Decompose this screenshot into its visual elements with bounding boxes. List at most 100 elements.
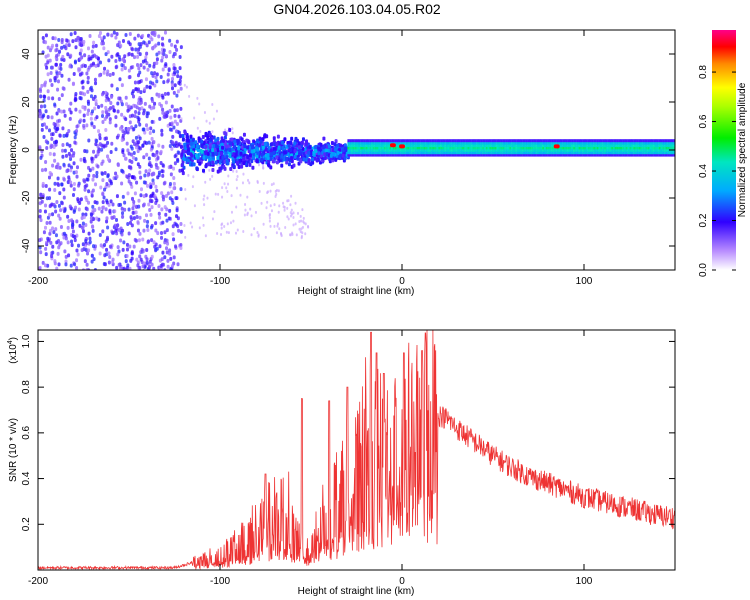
heatmap-cell: [582, 151, 585, 155]
heatmap-cell: [352, 146, 355, 150]
heatmap-cell: [360, 148, 363, 152]
heatmap-cell: [162, 80, 166, 85]
heatmap-cell: [43, 225, 47, 230]
heatmap-cell: [533, 148, 536, 152]
heatmap-cell: [471, 141, 474, 145]
heatmap-cell: [186, 158, 190, 163]
heatmap-cell: [325, 148, 329, 153]
heatmap-cell: [587, 139, 590, 143]
heatmap-cell: [412, 148, 415, 152]
heatmap-cell: [246, 145, 250, 150]
heatmap-cell: [102, 46, 106, 51]
heatmap-cell: [156, 155, 160, 160]
heatmap-cell: [565, 148, 568, 152]
heatmap-cell: [363, 148, 366, 152]
heatmap-cell: [143, 87, 147, 92]
heatmap-cell: [662, 146, 665, 150]
heatmap-cell: [118, 57, 122, 62]
heatmap-cell: [667, 139, 670, 143]
heatmap-cell: [578, 146, 581, 150]
heatmap-cell: [128, 244, 132, 249]
heatmap-cell: [463, 151, 466, 155]
heatmap-cell: [54, 165, 58, 170]
heatmap-cell: [478, 151, 481, 155]
heatmap-cell: [132, 199, 136, 204]
heatmap-cell: [94, 182, 98, 187]
heatmap-cell: [407, 153, 410, 157]
heatmap-cell: [580, 153, 583, 157]
heatmap-cell: [137, 238, 141, 243]
heatmap-cell: [304, 232, 307, 236]
heatmap-cell: [376, 144, 379, 147]
heatmap-cell: [396, 146, 399, 150]
heatmap-cell: [141, 237, 145, 242]
heatmap-cell: [232, 152, 236, 157]
heatmap-cell: [431, 148, 434, 152]
heatmap-cell: [98, 136, 102, 141]
heatmap-cell: [358, 144, 361, 147]
heatmap-cell: [139, 187, 143, 192]
heatmap-cell: [527, 141, 530, 145]
heatmap-cell: [212, 143, 216, 148]
heatmap-cell: [166, 241, 170, 246]
heatmap-cell: [649, 146, 652, 150]
heatmap-cell: [636, 148, 639, 152]
heatmap-cell: [121, 247, 125, 252]
snr-scale-suffix: ): [8, 337, 19, 340]
heatmap-cell: [121, 169, 125, 174]
heatmap-cell: [112, 215, 116, 220]
heatmap-cell: [460, 139, 463, 143]
heatmap-cell: [236, 228, 239, 232]
heatmap-cell: [514, 153, 517, 157]
heatmap-cell: [89, 94, 93, 99]
heatmap-cell: [471, 151, 474, 155]
heatmap-cell: [422, 144, 425, 147]
heatmap-cell: [400, 139, 403, 143]
heatmap-cell: [94, 102, 98, 107]
heatmap-cell: [562, 141, 565, 145]
heatmap-cell: [105, 219, 109, 224]
heatmap-cell: [136, 220, 140, 225]
heatmap-cell: [387, 146, 390, 150]
heatmap-cell: [145, 260, 149, 265]
heatmap-cell: [420, 151, 423, 155]
heatmap-cell: [560, 151, 563, 155]
heatmap-cell: [574, 139, 577, 143]
heatmap-cell: [580, 141, 583, 145]
snr-x-tick-label: 0: [399, 576, 405, 587]
heatmap-cell: [246, 195, 249, 199]
heatmap-x-tick-label: 0: [399, 276, 405, 287]
heatmap-cell: [540, 151, 543, 155]
heatmap-cell: [231, 142, 235, 147]
heatmap-cell: [239, 193, 242, 197]
heatmap-cell: [553, 139, 556, 143]
heatmap-cell: [356, 148, 359, 152]
heatmap-cell: [161, 220, 165, 225]
heatmap-cell: [179, 86, 183, 91]
heatmap-cell: [137, 66, 141, 71]
heatmap-cell: [225, 159, 229, 164]
heatmap-cell: [73, 234, 77, 239]
heatmap-cell: [365, 148, 368, 152]
heatmap-cell: [85, 71, 89, 76]
heatmap-cell: [76, 197, 80, 202]
heatmap-cell: [536, 148, 539, 152]
heatmap-cell: [507, 146, 510, 150]
heatmap-cell: [334, 157, 338, 162]
heatmap-cell: [57, 118, 61, 123]
heatmap-cell: [325, 152, 329, 157]
heatmap-cell: [184, 145, 188, 150]
heatmap-cell: [223, 135, 227, 140]
heatmap-cell: [602, 141, 605, 145]
heatmap-cell: [538, 146, 541, 150]
heatmap-cell: [44, 167, 48, 172]
heatmap-cell: [168, 127, 172, 132]
heatmap-cell: [77, 243, 81, 248]
heatmap-cell: [573, 151, 576, 155]
heatmap-cell: [491, 148, 494, 152]
heatmap-cell: [172, 237, 176, 242]
heatmap-cell: [522, 153, 525, 157]
heatmap-cell: [104, 109, 108, 114]
heatmap-cell: [543, 139, 546, 143]
heatmap-cell: [57, 213, 61, 218]
